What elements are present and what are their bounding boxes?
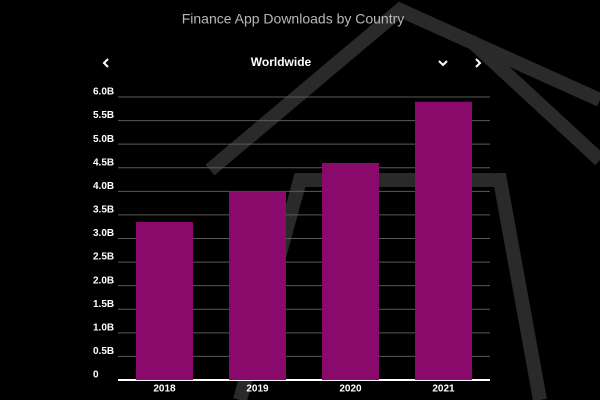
y-tick-label: 6.0B [93,87,114,98]
y-tick-label: 3.0B [93,228,114,239]
y-tick-label: 1.5B [93,299,114,310]
y-tick-label: 0.5B [93,346,114,357]
deco-line [465,34,600,166]
y-tick-label: 3.5B [93,205,114,216]
y-tick-label: 5.0B [93,134,114,145]
region-dropdown[interactable] [438,60,448,67]
region-selector[interactable]: Worldwide [251,55,312,69]
y-tick-label: 4.0B [93,181,114,192]
prev-button[interactable] [102,58,109,68]
bar [415,101,472,380]
x-tick-label: 2021 [432,384,455,395]
y-tick-label: 5.5B [93,110,114,121]
chart-title: Finance App Downloads by Country [182,11,405,27]
bar [136,221,193,380]
x-tick-label: 2020 [339,384,362,395]
y-tick-label: 0 [93,370,99,381]
y-tick-label: 1.0B [93,322,114,333]
y-tick-label: 4.5B [93,157,114,168]
bar [229,191,286,380]
bar [322,163,379,380]
deco-line [205,1,600,176]
x-tick-label: 2019 [246,384,269,395]
x-tick-label: 2018 [153,384,176,395]
next-button[interactable] [475,58,482,68]
y-tick-label: 2.5B [93,252,114,263]
y-tick-label: 2.0B [93,275,114,286]
